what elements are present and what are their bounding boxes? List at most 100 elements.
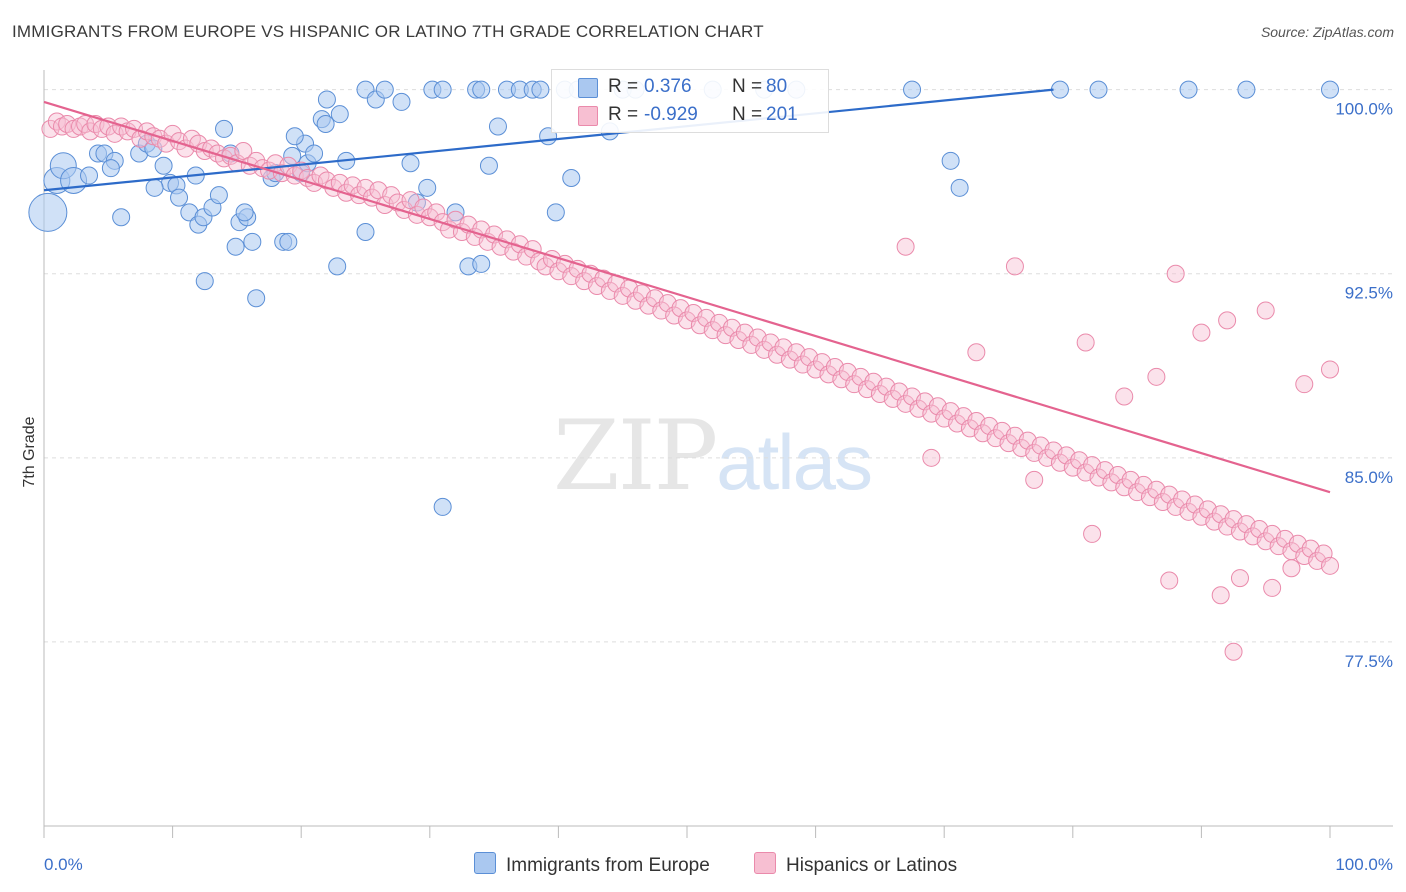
point-immigrants bbox=[215, 119, 234, 138]
point-immigrants bbox=[562, 169, 581, 187]
point-immigrants bbox=[488, 117, 507, 136]
point-hispanics bbox=[1256, 301, 1275, 320]
watermark-atlas: atlas bbox=[716, 418, 873, 506]
point-hispanics bbox=[1282, 559, 1301, 578]
point-hispanics bbox=[1160, 571, 1179, 590]
point-immigrants bbox=[479, 156, 498, 175]
point-hispanics bbox=[163, 124, 182, 143]
point-immigrants bbox=[235, 203, 254, 222]
r-value: 0.376 bbox=[644, 76, 692, 97]
point-immigrants bbox=[28, 192, 68, 232]
point-immigrants bbox=[1089, 80, 1108, 99]
point-immigrants bbox=[279, 232, 298, 251]
point-hispanics bbox=[1083, 524, 1102, 543]
legend-label-immigrants: Immigrants from Europe bbox=[506, 855, 710, 876]
y-axis-title: 7th Grade bbox=[21, 416, 38, 487]
r-label: R = bbox=[608, 76, 639, 97]
point-immigrants bbox=[328, 257, 347, 276]
point-hispanics bbox=[71, 117, 90, 136]
point-immigrants bbox=[941, 151, 960, 170]
chart-title: IMMIGRANTS FROM EUROPE VS HISPANIC OR LA… bbox=[12, 22, 764, 41]
trend-line-immigrants bbox=[43, 88, 1054, 192]
legend-swatch-pink bbox=[578, 106, 598, 126]
x-tick-label: 100.0% bbox=[1335, 855, 1393, 874]
series-hispanics-points bbox=[41, 112, 1339, 661]
point-hispanics bbox=[1005, 257, 1024, 276]
trend-lines bbox=[43, 88, 1331, 494]
point-immigrants bbox=[1237, 80, 1256, 99]
point-immigrants bbox=[903, 80, 922, 99]
point-hispanics bbox=[53, 117, 72, 136]
point-immigrants bbox=[1050, 80, 1069, 99]
point-immigrants bbox=[247, 289, 266, 308]
r-value: -0.929 bbox=[644, 104, 698, 125]
legend-swatch-pink bbox=[754, 852, 776, 874]
point-hispanics bbox=[1263, 578, 1282, 597]
axis-labels: 77.5% 85.0% 92.5% 100.0% 0.0% 100.0% 7th Grade bbox=[21, 100, 1393, 874]
y-tick-label: 85.0% bbox=[1345, 468, 1393, 487]
point-immigrants bbox=[546, 203, 565, 222]
source-label: Source: ZipAtlas.com bbox=[1260, 24, 1394, 40]
point-immigrants bbox=[446, 203, 465, 222]
stats-legend: R = 0.376 N = 80 R = -0.929 N = 201 bbox=[551, 69, 829, 133]
point-immigrants bbox=[112, 208, 131, 227]
point-immigrants bbox=[401, 154, 420, 173]
point-hispanics bbox=[896, 237, 915, 256]
point-hispanics bbox=[1025, 470, 1044, 489]
point-immigrants bbox=[1179, 80, 1198, 99]
point-immigrants bbox=[472, 80, 491, 99]
legend-item-hispanics: Hispanics or Latinos bbox=[754, 852, 957, 877]
point-immigrants bbox=[531, 80, 550, 99]
x-tick-label: 0.0% bbox=[44, 855, 83, 874]
series-immigrants-points bbox=[28, 80, 1339, 516]
point-immigrants bbox=[317, 90, 336, 109]
n-label: N = bbox=[732, 104, 763, 125]
y-tick-label: 92.5% bbox=[1345, 284, 1393, 303]
point-immigrants bbox=[209, 186, 228, 205]
point-immigrants bbox=[101, 159, 120, 178]
n-value: 201 bbox=[766, 104, 798, 125]
point-hispanics bbox=[1321, 360, 1339, 379]
legend-swatch-blue bbox=[474, 852, 496, 874]
point-immigrants bbox=[226, 237, 245, 256]
point-immigrants bbox=[433, 80, 452, 99]
point-hispanics bbox=[1192, 323, 1211, 342]
point-immigrants bbox=[316, 115, 335, 133]
point-immigrants bbox=[433, 497, 452, 516]
point-immigrants bbox=[950, 178, 969, 197]
point-hispanics bbox=[1076, 333, 1095, 352]
point-immigrants bbox=[145, 178, 164, 197]
r-label: R = bbox=[608, 104, 639, 125]
point-hispanics bbox=[1224, 642, 1243, 661]
axes bbox=[43, 70, 1393, 838]
watermark: ZIPatlas bbox=[553, 400, 873, 512]
point-hispanics bbox=[382, 186, 401, 205]
point-hispanics bbox=[47, 112, 66, 131]
point-hispanics bbox=[1115, 387, 1134, 406]
point-immigrants bbox=[195, 272, 214, 291]
point-immigrants bbox=[154, 156, 173, 175]
point-hispanics bbox=[1211, 586, 1230, 605]
point-hispanics bbox=[967, 343, 986, 362]
point-hispanics bbox=[41, 119, 60, 138]
legend-label-hispanics: Hispanics or Latinos bbox=[786, 855, 958, 876]
watermark-zip: ZIP bbox=[553, 400, 718, 512]
point-immigrants bbox=[305, 144, 324, 163]
point-immigrants bbox=[283, 146, 302, 165]
point-immigrants bbox=[80, 166, 99, 185]
trend-line-hispanics bbox=[43, 100, 1331, 494]
legend-item-immigrants: Immigrants from Europe bbox=[474, 852, 710, 877]
point-immigrants bbox=[375, 80, 394, 99]
y-tick-label: 77.5% bbox=[1345, 652, 1393, 671]
point-immigrants bbox=[243, 232, 262, 251]
legend-swatch-blue bbox=[578, 78, 598, 98]
point-hispanics bbox=[1321, 556, 1339, 575]
point-immigrants bbox=[170, 188, 189, 207]
point-hispanics bbox=[1218, 311, 1237, 330]
point-hispanics bbox=[1147, 367, 1166, 386]
point-hispanics bbox=[1230, 569, 1249, 588]
point-hispanics bbox=[1295, 375, 1314, 394]
n-label: N = bbox=[732, 76, 763, 97]
point-immigrants bbox=[392, 92, 411, 111]
